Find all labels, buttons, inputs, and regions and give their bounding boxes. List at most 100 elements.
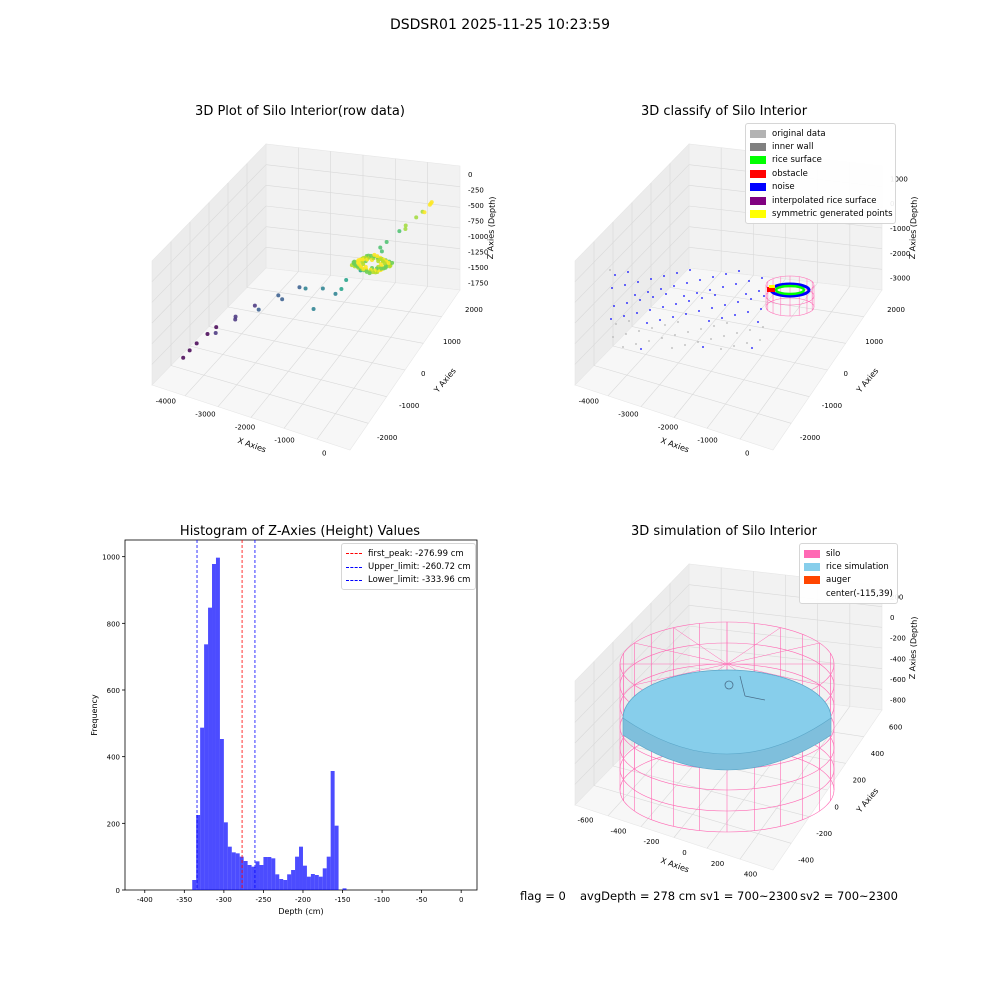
data-point xyxy=(712,276,714,278)
tick-label: -600 xyxy=(578,816,594,824)
classify-legend: original data inner wall rice surface ob… xyxy=(745,123,896,224)
data-point xyxy=(378,245,383,250)
data-point xyxy=(676,272,678,274)
data-point xyxy=(276,293,281,298)
tick-label: -1000 xyxy=(822,402,842,410)
tick-label: -2000 xyxy=(235,424,255,432)
data-point xyxy=(750,298,752,300)
data-point xyxy=(660,288,662,290)
histogram-bar xyxy=(192,880,197,890)
data-point xyxy=(748,280,750,282)
data-point xyxy=(625,333,627,335)
data-point xyxy=(611,287,613,289)
histogram-bar xyxy=(239,856,244,890)
tick-label: 1000 xyxy=(443,338,461,346)
tick-label: 0 xyxy=(459,896,463,904)
data-point xyxy=(397,229,402,234)
data-point xyxy=(733,345,735,347)
legend-swatch xyxy=(750,169,766,178)
histogram-bar xyxy=(318,876,323,890)
histogram-bar xyxy=(302,865,307,890)
data-point xyxy=(311,307,316,312)
grid-line xyxy=(593,785,792,844)
data-point xyxy=(663,275,665,277)
data-point xyxy=(720,348,722,350)
obstacle-mark xyxy=(767,287,775,292)
z-axis-label: Z Axies (Depth) xyxy=(908,616,919,679)
histogram-bar xyxy=(283,880,288,890)
data-point xyxy=(381,266,386,271)
data-point xyxy=(344,278,349,283)
data-point xyxy=(252,303,257,308)
tick-label: 400 xyxy=(871,750,884,758)
tick-label: -500 xyxy=(468,202,484,210)
tick-label: 0 xyxy=(682,849,686,857)
histogram-bar xyxy=(287,874,292,890)
data-point xyxy=(724,304,726,306)
legend-swatch xyxy=(804,563,820,572)
legend-item: obstacle xyxy=(750,167,890,180)
data-point xyxy=(688,300,690,302)
classify-3d-plot: -4000 -3000 -2000 -1000 0 -2000 -1000 0 1000 2000… xyxy=(574,143,919,458)
data-point xyxy=(734,314,736,316)
tick-label: -800 xyxy=(890,697,906,705)
histogram-bar xyxy=(251,866,256,890)
tick-label: -400 xyxy=(798,857,814,865)
data-point xyxy=(333,291,338,296)
data-point xyxy=(610,318,612,320)
tick-label: 2000 xyxy=(887,306,905,314)
silo-wire xyxy=(726,642,820,665)
tick-label: 400 xyxy=(744,871,757,879)
auger-marker xyxy=(724,680,734,690)
y-axis-label: Frequency xyxy=(90,694,99,736)
simulation-3d-plot: -600-400-2000200400-400-2000200400600200… xyxy=(574,563,919,879)
data-point xyxy=(626,302,628,304)
data-point xyxy=(638,330,640,332)
data-point xyxy=(672,316,674,318)
data-point xyxy=(661,337,663,339)
data-point xyxy=(652,296,654,298)
histogram-bar xyxy=(219,739,224,890)
rice-surface-inner xyxy=(774,284,806,296)
data-point xyxy=(634,294,636,296)
data-point xyxy=(758,290,760,292)
legend-item: interpolated rice surface xyxy=(750,194,890,207)
tick-label: 0 xyxy=(116,887,120,895)
data-point xyxy=(683,295,685,297)
y-axis-label: Y Axies xyxy=(854,366,880,395)
legend-item: Upper_limit: -260.72 cm xyxy=(346,560,471,573)
tick-label: 200 xyxy=(711,860,724,868)
tick-label: -250 xyxy=(255,896,271,904)
data-point xyxy=(414,215,419,220)
data-point xyxy=(697,341,699,343)
data-point xyxy=(375,254,380,259)
data-point xyxy=(762,326,764,328)
data-point xyxy=(297,285,302,290)
grid-line xyxy=(593,365,792,424)
data-point xyxy=(685,313,687,315)
silo-wire xyxy=(765,297,815,317)
data-point xyxy=(738,270,740,272)
data-point xyxy=(387,264,392,269)
data-point xyxy=(384,240,389,245)
histogram-bar xyxy=(330,771,335,890)
tick-label: -3000 xyxy=(890,275,910,283)
histogram-bar xyxy=(243,861,248,890)
legend-swatch xyxy=(750,156,766,165)
tick-label: -1000 xyxy=(697,437,717,445)
data-point xyxy=(614,274,616,276)
data-point xyxy=(352,259,357,264)
tick-label: -1000 xyxy=(399,402,419,410)
data-point xyxy=(751,347,753,349)
data-point xyxy=(671,347,673,349)
y-axis-label: Y Axies xyxy=(854,786,880,815)
data-point xyxy=(708,320,710,322)
data-point xyxy=(662,306,664,308)
silo-wire xyxy=(634,642,728,665)
data-point xyxy=(709,289,711,291)
tick-label: -250 xyxy=(468,186,484,194)
data-point xyxy=(639,299,641,301)
tick-label: 1000 xyxy=(865,338,883,346)
tick-label: 0 xyxy=(844,370,848,378)
